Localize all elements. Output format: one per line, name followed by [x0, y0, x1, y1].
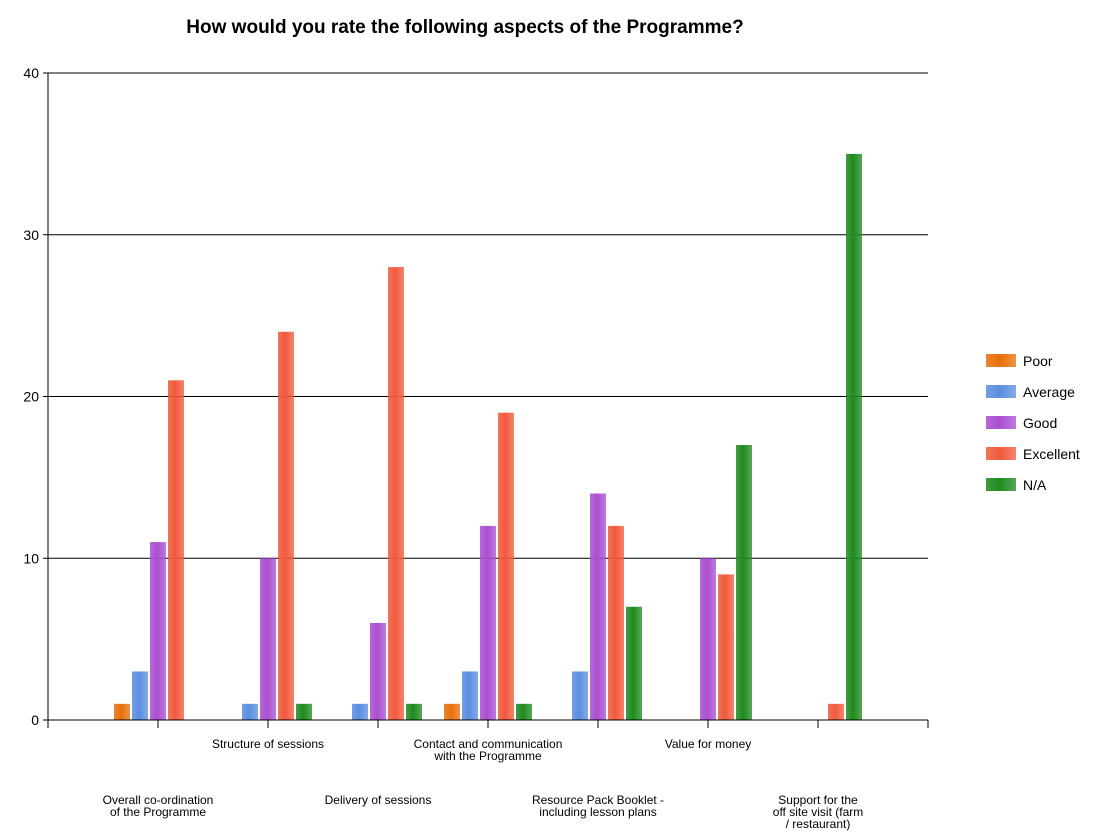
bar-average [462, 671, 478, 720]
bar-excellent [388, 267, 404, 720]
x-category-label: Structure of sessions [212, 737, 324, 751]
x-category-label: Contact and communication with the Progra… [414, 737, 563, 763]
legend: Poor Average Good Excellent N/A [986, 353, 1080, 493]
bar-excellent [278, 331, 294, 720]
bars [114, 153, 862, 720]
bar-average [572, 671, 588, 720]
chart-title: How would you rate the following aspects… [186, 17, 743, 38]
y-tick-label: 10 [23, 550, 39, 566]
bar-poor [114, 703, 130, 720]
legend-swatch [986, 354, 1016, 367]
y-tick-label: 0 [31, 712, 39, 728]
legend-label: Excellent [1023, 446, 1080, 462]
x-category-label: Support for the off site visit (farm / res… [773, 793, 863, 831]
bar-good [700, 558, 716, 720]
bar-excellent [608, 525, 624, 720]
bar-n-a [846, 153, 862, 720]
legend-label: Average [1023, 384, 1075, 400]
bar-excellent [828, 703, 844, 720]
legend-swatch [986, 416, 1016, 429]
y-axis-ticks: 0 10 20 30 40 [23, 65, 48, 728]
bar-excellent [498, 412, 514, 720]
legend-label: N/A [1023, 477, 1047, 493]
y-tick-label: 20 [23, 389, 39, 405]
bar-average [242, 703, 258, 720]
bar-good [370, 622, 386, 720]
bar-good [150, 542, 166, 720]
legend-swatch [986, 478, 1016, 491]
x-category-label: Resource Pack Booklet -including lesson … [532, 793, 664, 819]
bar-n-a [516, 703, 532, 720]
x-axis-labels: Overall co-ordination of the Programme Str… [103, 737, 864, 831]
legend-label: Good [1023, 415, 1057, 431]
bar-good [590, 493, 606, 720]
bar-good [260, 558, 276, 720]
bar-average [132, 671, 148, 720]
bar-n-a [736, 445, 752, 720]
legend-label: Poor [1023, 353, 1053, 369]
bar-n-a [626, 606, 642, 720]
bar-excellent [718, 574, 734, 720]
bar-n-a [406, 703, 422, 720]
axes [47, 73, 929, 728]
x-category-label: Value for money [665, 737, 752, 751]
y-tick-label: 40 [23, 65, 39, 81]
legend-swatch [986, 447, 1016, 460]
bar-average [352, 703, 368, 720]
x-category-label: Delivery of sessions [325, 793, 432, 807]
bar-poor [444, 703, 460, 720]
y-tick-label: 30 [23, 227, 39, 243]
x-category-label: Overall co-ordination of the Programme [103, 793, 214, 819]
bar-n-a [296, 703, 312, 720]
bar-good [480, 525, 496, 720]
legend-swatch [986, 385, 1016, 398]
bar-excellent [168, 380, 184, 720]
